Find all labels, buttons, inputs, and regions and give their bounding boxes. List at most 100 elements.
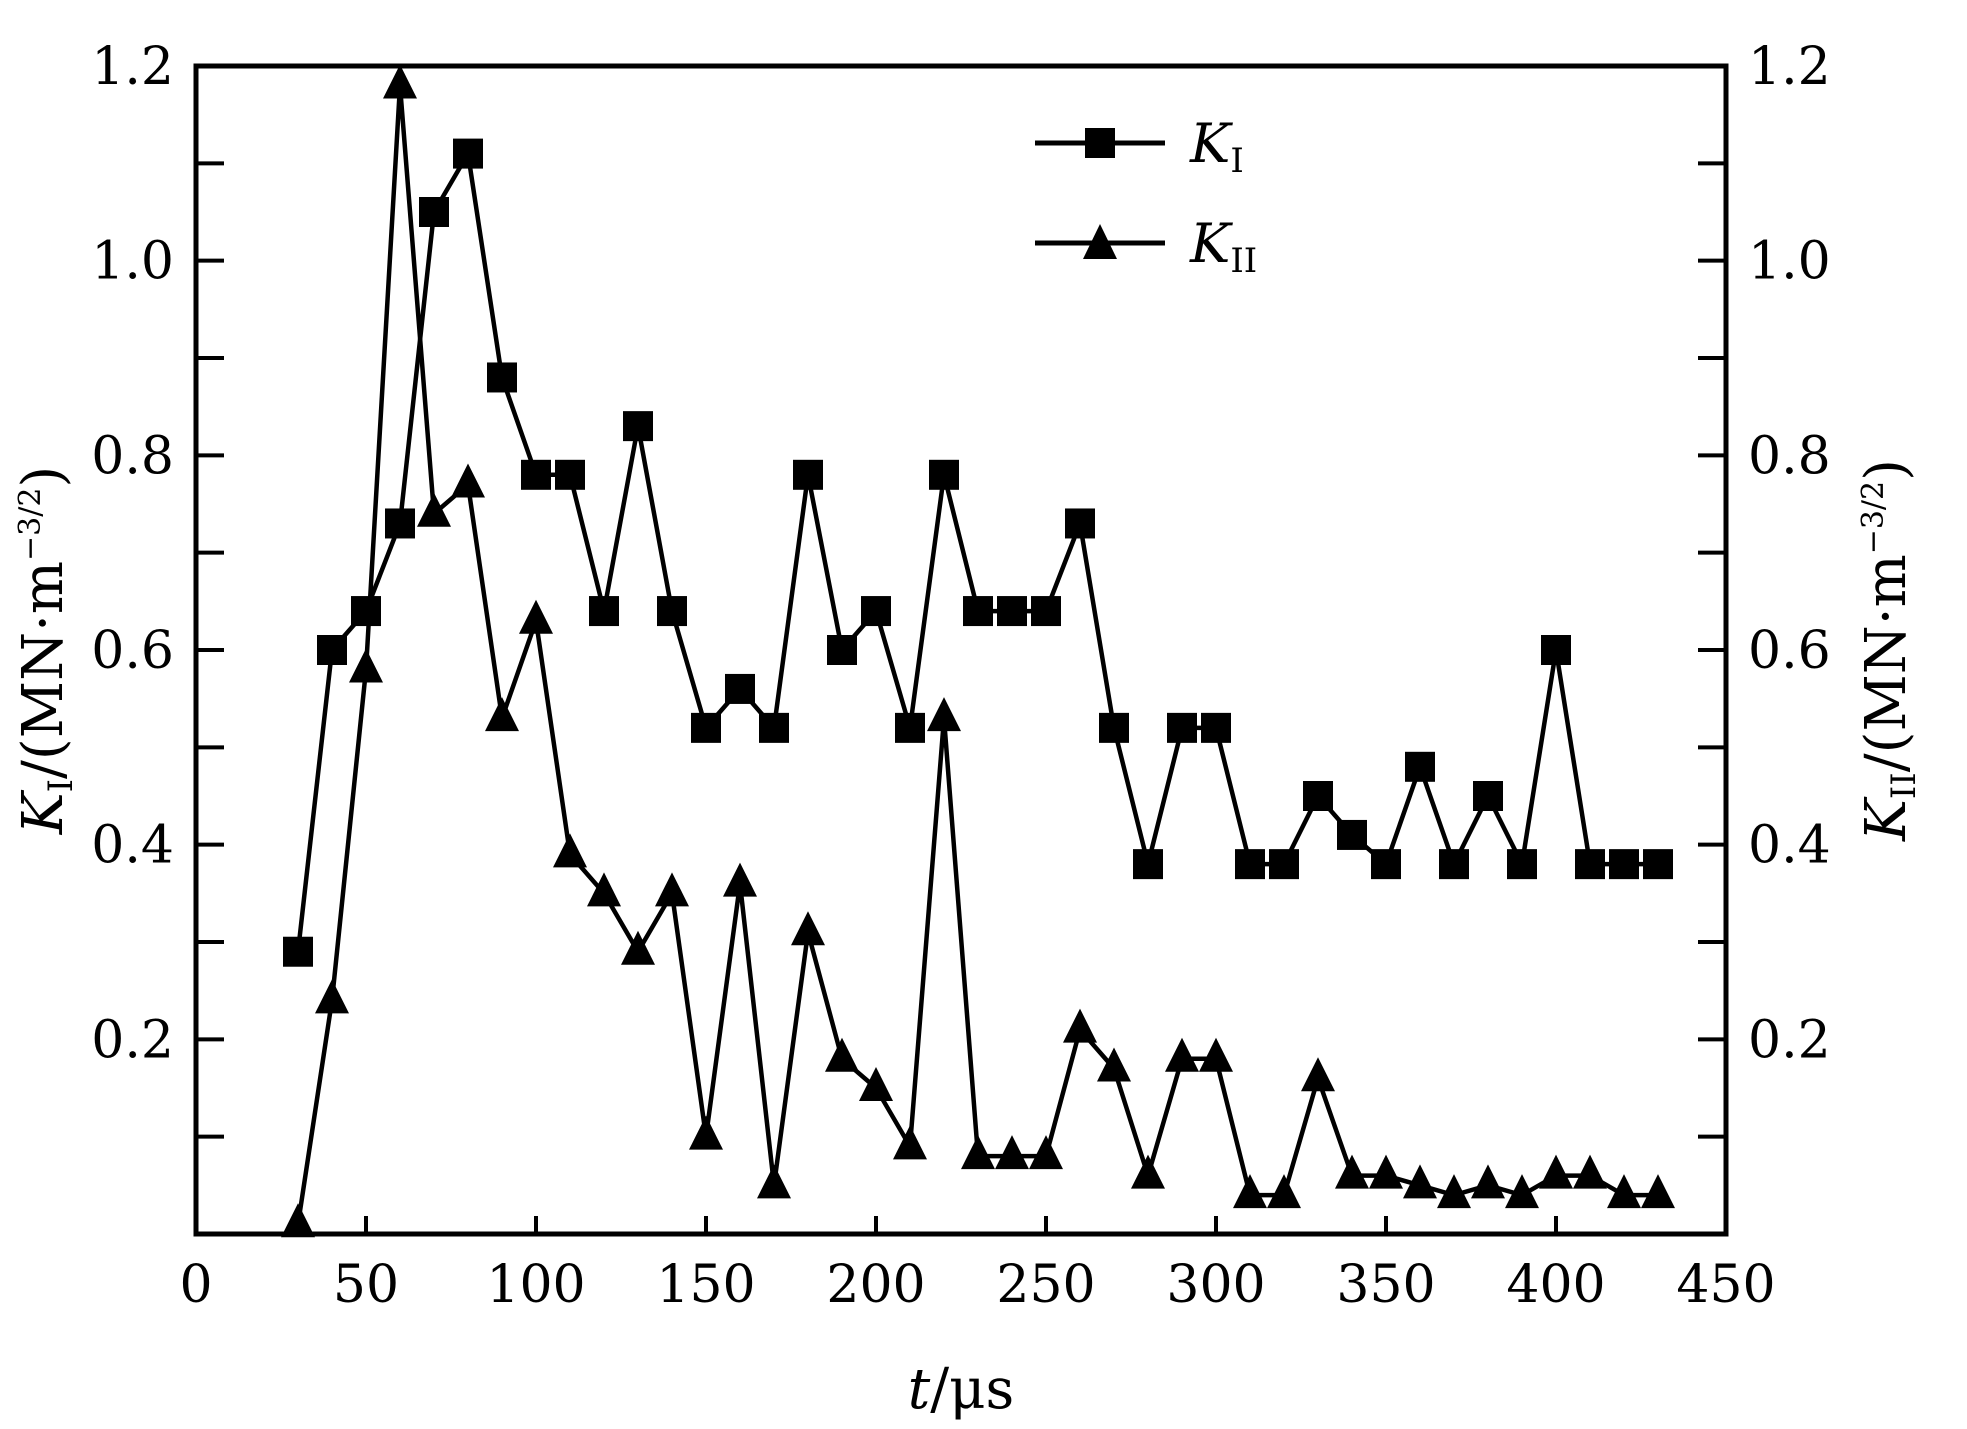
- data-point-k1: [1609, 849, 1639, 880]
- y-tick-label-right: 0.2: [1748, 1010, 1831, 1070]
- data-point-k1: [317, 635, 347, 665]
- y-tick-label-left: 0.8: [91, 426, 174, 486]
- data-point-k2: [1369, 1154, 1403, 1189]
- x-tick-label: 400: [1506, 1255, 1605, 1315]
- x-tick-label: 350: [1336, 1255, 1435, 1315]
- legend-label-k1: KI: [1189, 112, 1244, 181]
- data-point-k1: [929, 459, 959, 490]
- data-point-k1: [759, 712, 789, 743]
- data-point-k1: [1303, 781, 1333, 811]
- data-point-k1: [691, 712, 721, 743]
- data-point-k1: [283, 936, 313, 967]
- data-point-k1: [895, 712, 925, 743]
- legend-label-k2: KII: [1189, 212, 1257, 281]
- data-point-k2: [349, 648, 383, 683]
- y-tick-label-left: 0.4: [91, 816, 174, 876]
- data-point-k2: [553, 833, 587, 868]
- y-tick-label-left: 1.0: [91, 232, 174, 292]
- data-point-k1: [725, 673, 755, 704]
- x-tick-label: 50: [333, 1255, 399, 1315]
- data-point-k2: [825, 1037, 859, 1072]
- data-point-k2: [1505, 1174, 1539, 1209]
- data-point-k2: [315, 979, 349, 1014]
- data-point-k2: [1029, 1135, 1063, 1170]
- data-point-k1: [1133, 849, 1163, 880]
- data-point-k2: [1301, 1057, 1335, 1092]
- data-point-k2: [1199, 1037, 1233, 1072]
- plot-frame: [193, 63, 1729, 1237]
- data-point-k1: [997, 596, 1027, 627]
- x-tick-label: 200: [826, 1255, 925, 1315]
- data-point-k2: [1607, 1174, 1641, 1209]
- data-point-k1: [1337, 819, 1367, 850]
- data-point-k2: [1097, 1047, 1131, 1082]
- data-point-k1: [419, 197, 449, 227]
- data-point-k1: [1405, 751, 1435, 782]
- data-point-k1: [1541, 635, 1571, 665]
- data-point-k1: [623, 411, 653, 442]
- y-tick-label-right: 0.4: [1748, 816, 1831, 876]
- data-point-k2: [1131, 1154, 1165, 1189]
- data-point-k1: [963, 596, 993, 627]
- x-tick-label: 0: [179, 1255, 212, 1315]
- data-point-k2: [1335, 1154, 1369, 1189]
- data-point-k1: [1269, 849, 1299, 880]
- y-tick-label-right: 0.8: [1748, 426, 1831, 486]
- data-point-k1: [1439, 849, 1469, 880]
- series-line-k1: [295, 151, 1658, 952]
- data-point-k2: [1573, 1154, 1607, 1189]
- x-axis-title: t/μs: [908, 1357, 1015, 1422]
- y-tick-label-left: 0.6: [91, 621, 174, 681]
- data-point-k2: [893, 1125, 927, 1160]
- x-tick-label: 300: [1166, 1255, 1265, 1315]
- data-point-k2: [1471, 1164, 1505, 1199]
- data-point-k2: [655, 872, 689, 907]
- x-tick-label: 100: [486, 1255, 585, 1315]
- data-point-k2: [1165, 1037, 1199, 1072]
- data-point-k2: [689, 1115, 723, 1150]
- data-point-k2: [383, 64, 417, 99]
- data-point-k1: [1473, 781, 1503, 811]
- data-point-k1: [1371, 849, 1401, 880]
- data-point-k2: [485, 697, 519, 732]
- data-point-k1: [487, 362, 517, 393]
- data-point-k2: [621, 930, 655, 965]
- data-point-k2: [1063, 1008, 1097, 1043]
- y-tick-label-left: 0.2: [91, 1010, 174, 1070]
- data-point-k1: [1065, 508, 1095, 539]
- series-line-k2: [295, 83, 1658, 1225]
- data-point-k2: [1403, 1164, 1437, 1199]
- data-point-k2: [859, 1067, 893, 1101]
- data-point-k2: [1267, 1174, 1301, 1209]
- data-point-k1: [861, 596, 891, 627]
- y-axis-ticks: 0.2 0.2 0.4 0.4 0.6 0.6 0.8 0.8 1.0 1.0 1.2 1.2: [91, 37, 1831, 1139]
- data-point-k1: [589, 596, 619, 627]
- data-point-k1: [385, 508, 415, 539]
- x-axis-ticks: 0 50 100 150 200 250 300 350 400 450: [179, 1216, 1776, 1315]
- x-tick-label: 450: [1676, 1255, 1775, 1315]
- y-tick-label-right: 1.0: [1748, 232, 1831, 292]
- y-tick-label-right: 0.6: [1748, 621, 1831, 681]
- data-point-k1: [1507, 849, 1537, 880]
- data-point-k2: [417, 492, 451, 527]
- data-point-k2: [757, 1164, 791, 1199]
- data-point-k1: [521, 459, 551, 490]
- data-point-k1: [657, 596, 687, 627]
- x-tick-label: 250: [996, 1255, 1095, 1315]
- data-point-k1: [1031, 596, 1061, 627]
- data-point-k2: [961, 1135, 995, 1170]
- data-point-k1: [1099, 712, 1129, 743]
- data-point-k1: [1235, 849, 1265, 880]
- legend-marker-triangle: [1083, 224, 1117, 259]
- x-tick-label: 150: [656, 1255, 755, 1315]
- y-tick-label-left: 1.2: [91, 37, 174, 97]
- data-point-k2: [519, 599, 553, 634]
- y-tick-label-right: 1.2: [1748, 37, 1831, 97]
- data-point-k1: [793, 459, 823, 490]
- data-point-k1: [1167, 712, 1197, 743]
- data-point-k1: [827, 635, 857, 665]
- data-point-k2: [587, 872, 621, 907]
- y-axis-title-left: KI/(MN·m−3/2): [11, 466, 81, 836]
- data-point-k2: [723, 862, 757, 897]
- data-point-k2: [1233, 1174, 1267, 1209]
